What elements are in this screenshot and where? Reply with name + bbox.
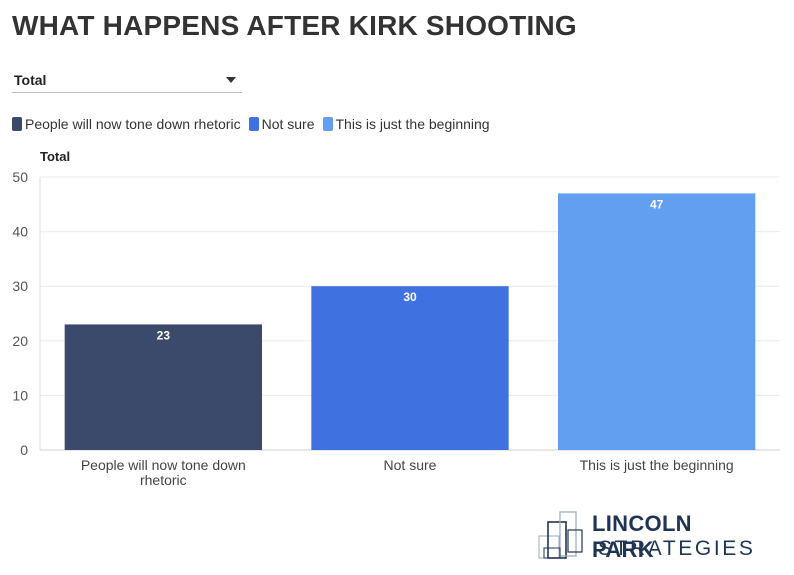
bar-2 <box>311 286 509 450</box>
chevron-down-icon[interactable] <box>226 77 236 83</box>
data-label: 30 <box>403 290 417 304</box>
bar-chart: 0 10 20 30 40 50 23 People will now tone downrh… <box>12 169 780 488</box>
buildings-logo-icon <box>538 511 583 559</box>
y-tick-label: 30 <box>12 278 28 294</box>
legend-item-just-beginning[interactable]: This is just the beginning <box>322 116 490 132</box>
data-label: 23 <box>157 328 171 342</box>
y-tick-label: 10 <box>12 387 28 403</box>
filter-dropdown[interactable]: Total <box>12 68 242 93</box>
x-tick-label: Not sure <box>384 457 437 473</box>
chart-label: Total <box>40 149 71 164</box>
chart-legend: People will now tone down rhetoric Not s… <box>12 116 498 132</box>
logo-text-line1: LINCOLN PARK <box>592 511 692 562</box>
y-tick-label: 0 <box>20 442 28 458</box>
legend-swatch <box>12 117 22 131</box>
x-tick-label: This is just the beginning <box>580 457 734 473</box>
y-tick-label: 40 <box>12 224 28 240</box>
legend-item-not-sure[interactable]: Not sure <box>248 116 315 132</box>
y-tick-label: 20 <box>12 333 28 349</box>
company-logo: LINCOLN PARK STRATEGIES <box>536 508 756 562</box>
legend-swatch <box>322 117 333 131</box>
x-tick-label: People will now tone down <box>81 457 246 473</box>
legend-label: People will now tone down rhetoric <box>25 116 241 132</box>
legend-label: This is just the beginning <box>335 116 490 132</box>
bar-1 <box>64 324 263 450</box>
bar-3 <box>558 193 756 450</box>
filter-selected-value: Total <box>14 72 47 88</box>
legend-label: Not sure <box>261 116 315 132</box>
y-tick-label: 50 <box>12 169 28 185</box>
legend-item-tone-down[interactable]: People will now tone down rhetoric <box>12 116 241 132</box>
x-tick-label: rhetoric <box>140 472 187 488</box>
legend-swatch <box>248 117 259 131</box>
page-title: WHAT HAPPENS AFTER KIRK SHOOTING <box>12 10 577 41</box>
data-label: 47 <box>650 197 664 211</box>
logo-text-line2: STRATEGIES <box>598 537 756 560</box>
